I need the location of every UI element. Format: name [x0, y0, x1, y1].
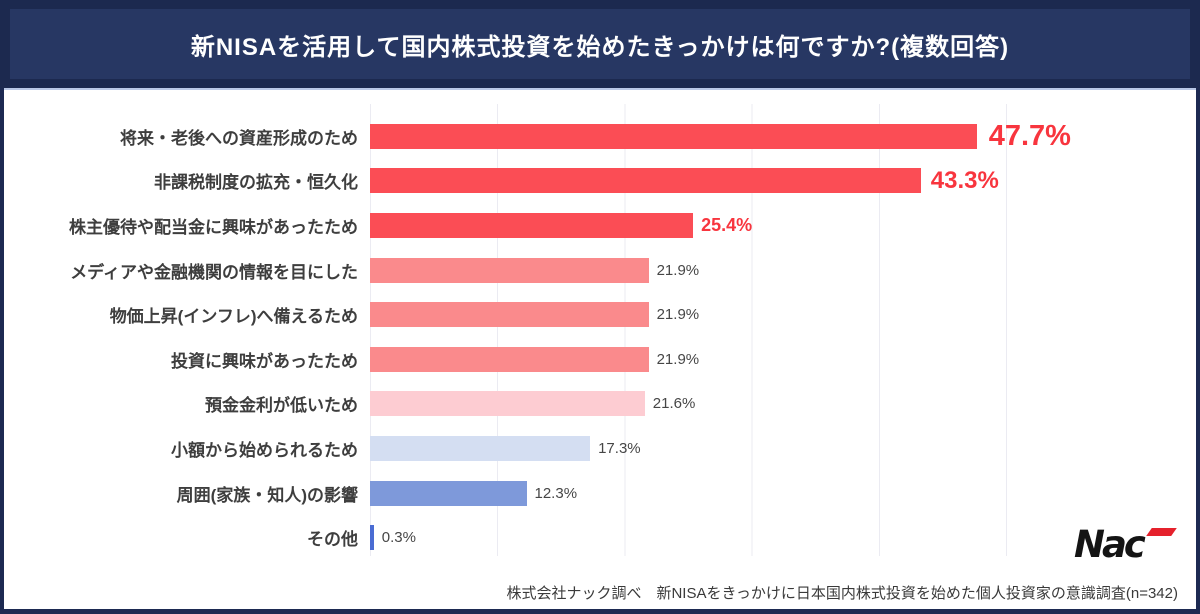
bar [370, 257, 649, 283]
value-label: 12.3% [534, 484, 578, 502]
bar-track: 21.6% [370, 382, 1196, 427]
header-inner-panel: 新NISAを活用して国内株式投資を始めたきっかけは何ですか?(複数回答) [10, 9, 1190, 79]
category-label-text: その他 [307, 530, 358, 550]
value-label: 25.4% [701, 214, 753, 235]
source-note: 株式会社ナック調べ 新NISAをきっかけに日本国内株式投資を始めた個人投資家の意… [506, 585, 1178, 602]
chart-row: 株主優待や配当金に興味があったため 25.4% [4, 203, 1196, 248]
chart-row: 非課税制度の拡充・恒久化 43.3% [4, 159, 1196, 204]
category-label-text: 小額から始められるため [171, 440, 358, 460]
value-label: 47.7% [988, 119, 1071, 152]
bar-chart: 将来・老後への資産形成のため 47.7% 非課税制度の拡充・恒久化 43.3% 株主優待… [4, 114, 1196, 560]
chart-row: 物価上昇(インフレ)へ備えるため 21.9% [4, 292, 1196, 337]
category-label: 小額から始められるため [4, 436, 370, 461]
category-label: 将来・老後への資産形成のため [4, 124, 370, 152]
bar [370, 302, 649, 328]
value-label: 17.3% [598, 439, 641, 457]
category-label-text: 預金金利が低いため [205, 396, 358, 416]
bar-track: 17.3% [370, 426, 1196, 471]
value-label: 21.6% [652, 395, 696, 413]
chart-row: 小額から始められるため 17.3% [4, 426, 1196, 471]
nac-logo-text: Nac [1074, 523, 1146, 566]
value-label: 21.9% [656, 350, 700, 368]
bar [370, 480, 527, 506]
value-label: 0.3% [381, 529, 416, 547]
chart-row: その他 0.3% [4, 515, 1196, 560]
value-label: 21.9% [656, 261, 700, 279]
value-label: 43.3% [930, 166, 999, 194]
value-label: 21.9% [656, 306, 700, 324]
category-label: 預金金利が低いため [4, 391, 370, 416]
bar [370, 435, 591, 461]
category-label: その他 [4, 525, 370, 550]
category-label: 物価上昇(インフレ)へ備えるため [4, 302, 370, 327]
chart-row: 預金金利が低いため 21.6% [4, 382, 1196, 427]
header-banner: 新NISAを活用して国内株式投資を始めたきっかけは何ですか?(複数回答) [0, 0, 1200, 88]
bar-track: 12.3% [370, 471, 1196, 516]
bar [370, 123, 977, 149]
chart-row: 将来・老後への資産形成のため 47.7% [4, 114, 1196, 159]
category-label-text-highlighted: 株主優待や配当金に興味があったため [66, 213, 363, 241]
category-label: 投資に興味があったため [4, 347, 370, 372]
bar [370, 391, 645, 417]
chart-title: 新NISAを活用して国内株式投資を始めたきっかけは何ですか?(複数回答) [190, 33, 1010, 61]
category-label: メディアや金融機関の情報を目にした [4, 258, 370, 283]
category-label-text: 物価上昇(インフレ)へ備えるため [109, 307, 358, 327]
bar-track: 0.3% [370, 515, 1196, 560]
chart-row: 投資に興味があったため 21.9% [4, 337, 1196, 382]
bar-track: 21.9% [370, 292, 1196, 337]
category-label-text: 投資に興味があったため [171, 351, 358, 371]
chart-row: メディアや金融機関の情報を目にした 21.9% [4, 248, 1196, 293]
bar [370, 168, 921, 194]
bar-track: 47.7% [370, 114, 1196, 159]
category-label-text: メディアや金融機関の情報を目にした [70, 262, 358, 282]
bar [370, 212, 694, 238]
category-label-text-highlighted: 将来・老後への資産形成のため [117, 124, 363, 152]
category-label-text-highlighted: 非課税制度の拡充・恒久化 [151, 168, 363, 197]
bar-track: 25.4% [370, 203, 1196, 248]
bar-track: 43.3% [370, 159, 1196, 204]
nac-logo: Nac [1074, 523, 1177, 566]
category-label: 非課税制度の拡充・恒久化 [4, 168, 370, 197]
category-label: 周囲(家族・知人)の影響 [4, 481, 370, 506]
category-label: 株主優待や配当金に興味があったため [4, 213, 370, 241]
category-label-text: 周囲(家族・知人)の影響 [176, 485, 358, 505]
bar-track: 21.9% [370, 337, 1196, 382]
chart-row: 周囲(家族・知人)の影響 12.3% [4, 471, 1196, 516]
bar-track: 21.9% [370, 248, 1196, 293]
bar [370, 525, 374, 551]
chart-card: 将来・老後への資産形成のため 47.7% 非課税制度の拡充・恒久化 43.3% 株主優待… [4, 88, 1196, 609]
bar [370, 346, 649, 372]
